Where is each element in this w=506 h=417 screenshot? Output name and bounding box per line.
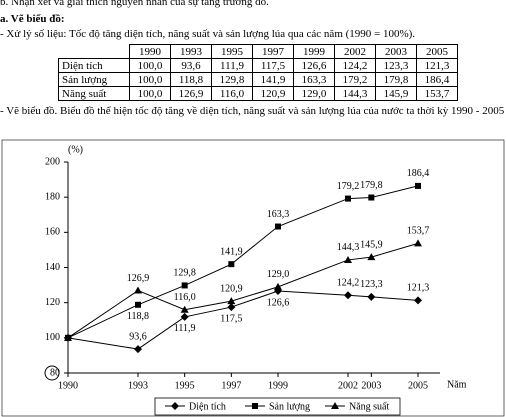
- header-cell: 1997: [252, 44, 294, 59]
- y-tick-label: 180: [45, 191, 60, 202]
- data-point: [368, 194, 375, 201]
- data-label: 129,8: [173, 268, 196, 279]
- data-point: [344, 291, 352, 300]
- y-tick-label: 100: [45, 332, 60, 343]
- legend-marker: [171, 402, 179, 410]
- data-point: [344, 255, 352, 263]
- data-label: 126,6: [267, 297, 290, 308]
- legend-marker: [252, 403, 258, 409]
- series-line: [67, 242, 419, 339]
- data-label: 126,9: [127, 273, 150, 284]
- data-label: 117,5: [220, 313, 242, 324]
- data-point: [64, 333, 72, 341]
- row-label: Năng suất: [58, 86, 130, 101]
- data-label: 123,3: [360, 279, 383, 290]
- data-label: 93,6: [129, 331, 147, 342]
- data-point: [275, 223, 281, 230]
- table-cell: 121,3: [416, 58, 458, 73]
- data-label: 111,9: [174, 323, 196, 334]
- legend-box: [154, 397, 401, 416]
- legend-marker: [331, 402, 339, 409]
- x-tick-label: 1997: [221, 380, 241, 391]
- row-label: Diện tích: [58, 58, 130, 73]
- data-point: [415, 182, 421, 189]
- x-tick-label: 2002: [338, 380, 358, 391]
- data-point: [134, 345, 142, 354]
- header-cell: 1999: [293, 44, 335, 59]
- data-label: 118,8: [127, 311, 149, 322]
- table-cell: 179,2: [334, 72, 376, 87]
- data-point: [227, 297, 236, 305]
- table-row: Diện tích 100,0 93,6 111,9 117,5 126,6 124,2 12…: [58, 58, 458, 73]
- data-table: 1990 1993 1995 1997 1999 2002 2003 2005 Diện tíc…: [58, 44, 458, 101]
- data-point: [227, 303, 236, 312]
- x-tick-label: 1990: [58, 380, 78, 391]
- table-cell: 116,0: [211, 86, 253, 101]
- table-row: Năng suất 100,0 126,9 116,0 120,9 129,0 144,3 1…: [58, 86, 458, 101]
- table-cell: 129,0: [293, 86, 335, 101]
- y-tick-label: 200: [45, 156, 60, 167]
- table-cell: 144,3: [334, 86, 376, 101]
- data-label: 144,3: [337, 242, 360, 253]
- y-tick-label: 80: [50, 367, 60, 378]
- origin-circle: [44, 365, 60, 381]
- table-cell: 100,0: [129, 58, 171, 73]
- data-label: 186,4: [407, 168, 430, 179]
- data-point: [345, 195, 351, 202]
- legend-label: Diện tích: [189, 401, 226, 412]
- y-axis-label: (%): [68, 144, 83, 155]
- y-tick-label: 160: [45, 227, 60, 238]
- data-label: 121,3: [407, 283, 430, 294]
- data-label: 116,0: [174, 292, 196, 303]
- y-tick-label: 120: [45, 297, 60, 308]
- data-point: [180, 305, 189, 313]
- x-tick-label: 2003: [361, 380, 381, 391]
- data-label: 179,2: [337, 181, 360, 192]
- data-point: [180, 312, 189, 321]
- data-point: [135, 301, 141, 308]
- series-line: [67, 185, 419, 339]
- data-point: [228, 261, 235, 268]
- data-label: 120,9: [220, 283, 243, 294]
- table-cell: 145,9: [375, 86, 417, 101]
- section-title: a. Vẽ biểu đồ:: [0, 13, 65, 25]
- data-point: [367, 292, 376, 301]
- top-line: b. Nhận xét và giải thích nguyên nhân củ…: [0, 0, 269, 8]
- table-cell: 111,9: [211, 58, 253, 73]
- table-cell: 153,7: [416, 86, 458, 101]
- data-point: [414, 296, 422, 305]
- data-label: 163,3: [267, 209, 290, 220]
- y-tick-label: 140: [45, 262, 60, 273]
- x-tick-label: 2005: [408, 380, 428, 391]
- table-cell: 120,9: [252, 86, 294, 101]
- table-cell: 126,6: [293, 58, 335, 73]
- x-tick-label: 1995: [175, 380, 195, 391]
- chart-intro: - Vẽ biểu đồ. Biểu đồ thể hiện tốc độ tă…: [0, 105, 505, 117]
- header-cell: 1990: [129, 44, 171, 59]
- legend-label: Năng suất: [349, 401, 389, 412]
- x-tick-label: 1999: [268, 380, 288, 391]
- data-label: 129,0: [267, 269, 290, 280]
- table-cell: 126,9: [170, 86, 212, 101]
- data-label: 145,9: [360, 239, 383, 250]
- table-header-row: 1990 1993 1995 1997 1999 2002 2003 2005: [58, 44, 458, 59]
- data-label: 141,9: [220, 246, 243, 257]
- data-point: [367, 253, 376, 261]
- data-point: [181, 282, 188, 289]
- series-line: [67, 290, 419, 350]
- legend-label: Sản lượng: [269, 401, 310, 412]
- data-label: 153,7: [407, 226, 430, 237]
- x-tick-label: 1993: [128, 380, 148, 391]
- x-axis-label: Năm: [447, 379, 467, 390]
- data-point: [414, 239, 422, 247]
- data-label: 124,2: [337, 278, 360, 289]
- data-point: [134, 286, 142, 294]
- table-intro: - Xử lý số liệu: Tốc độ tăng diện tích, …: [0, 28, 416, 40]
- chart-frame: [1, 139, 505, 417]
- table-cell: 117,5: [252, 58, 294, 73]
- data-label: 179,8: [360, 180, 383, 191]
- data-point: [274, 282, 282, 290]
